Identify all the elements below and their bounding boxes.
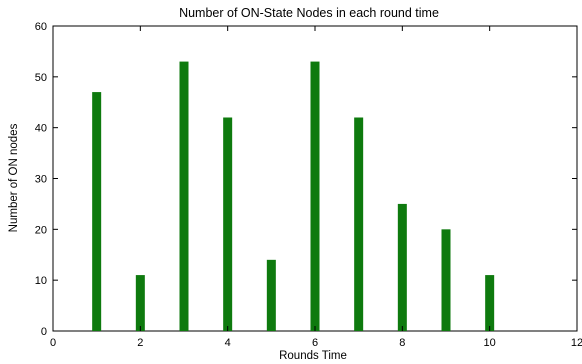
bar-round-3 (179, 61, 189, 331)
bar-round-4 (223, 117, 233, 331)
y-axis-label: Number of ON nodes (8, 123, 20, 232)
ticks-group: 0 2 4 6 8 10 12 0 10 20 30 40 50 60 (35, 21, 582, 349)
x-axis-label: Rounds Time (279, 350, 347, 362)
bar-round-5 (266, 259, 276, 331)
bar-round-7 (354, 117, 364, 331)
x-tick-label-4: 4 (225, 337, 231, 349)
bar-round-8 (397, 203, 407, 331)
x-tick-label-0: 0 (50, 337, 56, 349)
y-tick-label-10: 10 (35, 275, 47, 287)
bar-round-2 (135, 275, 145, 331)
y-tick-label-0: 0 (41, 326, 47, 338)
x-tick-label-10: 10 (484, 337, 496, 349)
x-tick-label-8: 8 (399, 337, 405, 349)
y-tick-label-60: 60 (35, 21, 47, 33)
chart-title: Number of ON-State Nodes in each round t… (179, 6, 439, 20)
x-tick-label-12: 12 (571, 337, 582, 349)
bar-round-6 (310, 61, 320, 331)
y-tick-label-40: 40 (35, 123, 47, 135)
bar-round-9 (441, 229, 451, 331)
y-tick-label-30: 30 (35, 174, 47, 186)
y-tick-label-20: 20 (35, 224, 47, 236)
bars-group (92, 61, 495, 331)
bar-round-10 (485, 275, 495, 331)
x-tick-label-2: 2 (137, 337, 143, 349)
bar-round-1 (92, 92, 102, 331)
x-tick-label-6: 6 (312, 337, 318, 349)
y-tick-label-50: 50 (35, 72, 47, 84)
